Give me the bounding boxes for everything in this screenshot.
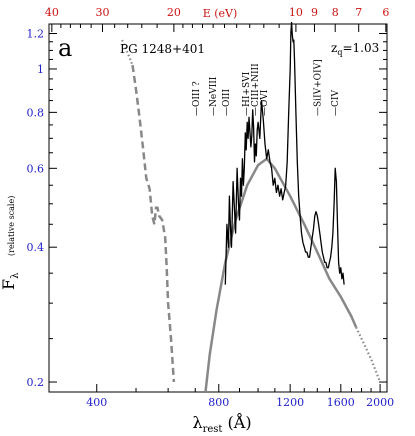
- top-tick-label: 8: [332, 6, 339, 19]
- top-tick-label: 6: [382, 6, 389, 19]
- x-axis-unit: (Å): [222, 412, 251, 432]
- line-id-label: —CIII+NIII: [251, 63, 261, 116]
- x-tick-label: 800: [208, 396, 229, 409]
- line-id-label: —SiIV+OIV]: [313, 59, 323, 116]
- top-tick-label: 10: [289, 6, 303, 19]
- panel-label: a: [58, 34, 72, 62]
- redshift-subscript: q: [337, 48, 342, 57]
- x-tick-label: 400: [86, 396, 107, 409]
- series-solid-gray-2: [204, 157, 358, 393]
- y-tick-label: 0.4: [27, 241, 45, 254]
- y-axis-letter: F: [0, 279, 18, 290]
- line-id: —SiIV+OIV]: [313, 59, 323, 116]
- axis-ticks: 400 800 1200 1600 2000 0.2 0.4 0.6 0.8 1 1.240 30 20…: [27, 6, 395, 409]
- redshift-label: zq=1.03: [331, 41, 379, 57]
- y-tick-label: 0.2: [27, 376, 45, 389]
- line-id: —OVI: [260, 89, 270, 116]
- y-axis-note: (relative scale): [7, 196, 16, 256]
- top-tick-label: 9: [311, 6, 318, 19]
- series-dotted-0: [121, 39, 134, 66]
- series-layer: [121, 21, 382, 393]
- line-id: —NeVIII: [209, 76, 219, 116]
- line-id: —CIII+NIII: [251, 63, 261, 116]
- y-tick-label: 1: [37, 63, 44, 76]
- y-axis-symbol: Fλ: [0, 272, 21, 290]
- line-id-label: —OIII: [222, 89, 232, 116]
- top-axis-title: E (eV): [203, 7, 238, 20]
- y-tick-label: 0.8: [27, 106, 45, 119]
- line-id-label: —NeVIII: [209, 76, 219, 116]
- line-id-label: —OVI: [260, 89, 270, 116]
- y-axis-subscript: λ: [10, 272, 21, 279]
- line-id-label: —CIV: [331, 90, 341, 116]
- line-id-label: —OIII ?: [192, 81, 202, 116]
- line-id: —OIII ?: [192, 81, 202, 116]
- x-tick-label: 1600: [327, 396, 355, 409]
- redshift-symbol: z: [331, 41, 337, 55]
- top-tick-label: 30: [95, 6, 109, 19]
- top-tick-label: 40: [45, 6, 59, 19]
- y-tick-label: 0.6: [27, 162, 45, 175]
- y-tick-label: 1.2: [27, 27, 45, 40]
- series-dashed-1: [131, 64, 176, 383]
- line-id: —OIII: [222, 89, 232, 116]
- x-tick-label: 2000: [366, 396, 394, 409]
- y-axis-label: Fλ (relative scale): [0, 196, 21, 290]
- line-id: —HI+SVI: [242, 71, 252, 116]
- series-dotted-3: [355, 326, 382, 383]
- x-axis-symbol: λ: [192, 413, 202, 432]
- annotations: —OIII ? —NeVIII —OIII —HI+SVI —CIII+NIII—OVI…: [192, 59, 341, 116]
- top-tick-label: 20: [167, 6, 181, 19]
- series-solid-black-4: [224, 21, 345, 285]
- line-id: —CIV: [331, 90, 341, 116]
- x-axis-subscript: rest: [203, 424, 223, 435]
- line-id-label: —HI+SVI: [242, 71, 252, 116]
- x-tick-label: 1200: [276, 396, 304, 409]
- top-tick-label: 7: [355, 6, 362, 19]
- plot-frame: [48, 23, 388, 393]
- object-name: PG 1248+401: [120, 42, 205, 56]
- x-axis-label: λrest (Å): [192, 412, 251, 435]
- redshift-value: =1.03: [342, 41, 379, 55]
